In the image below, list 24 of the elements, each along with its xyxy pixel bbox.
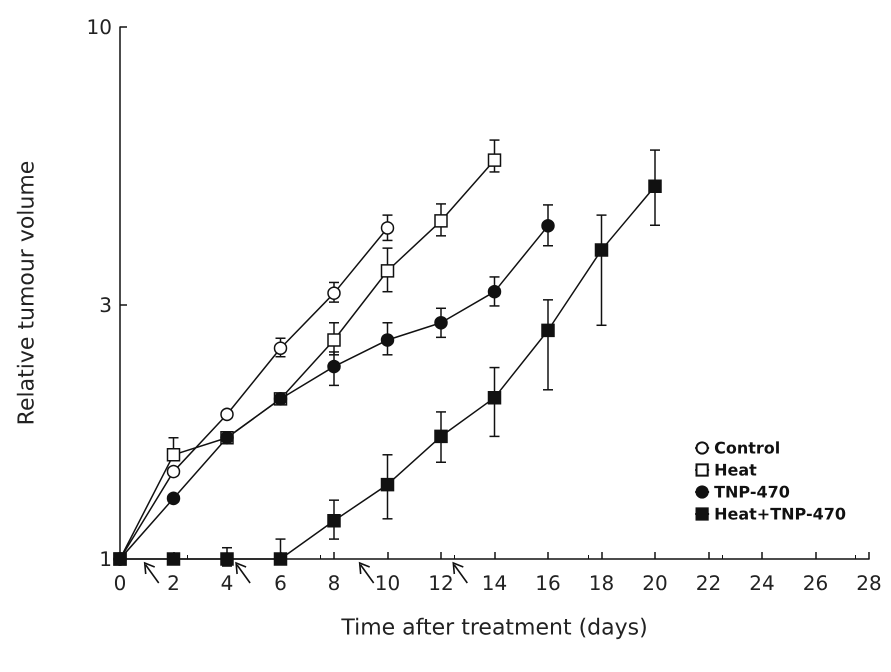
- y-tick-label: 3: [99, 293, 112, 318]
- x-tick-label: 14: [482, 571, 508, 595]
- x-tick-label: 18: [588, 571, 614, 595]
- x-tick-label: 20: [642, 571, 668, 595]
- x-tick-label: 16: [535, 571, 561, 595]
- y-axis-title: Relative tumour volume: [14, 160, 40, 426]
- legend-label: TNP-470: [714, 482, 790, 502]
- legend-label: Heat: [714, 460, 758, 480]
- x-tick-label: 6: [274, 571, 287, 595]
- x-tick-label: 8: [328, 571, 340, 595]
- x-tick-label: 4: [220, 571, 234, 595]
- y-tick-label: 10: [86, 15, 112, 39]
- x-tick-label: 2: [167, 571, 180, 595]
- x-tick-label: 24: [749, 571, 775, 595]
- x-tick-label: 22: [696, 571, 722, 595]
- x-tick-label: 28: [856, 571, 882, 595]
- y-tick-label: 1: [99, 547, 112, 571]
- legend-label: Heat+TNP-470: [714, 504, 846, 524]
- x-tick-label: 26: [802, 571, 828, 595]
- legend-label: Control: [714, 438, 780, 458]
- x-tick-label: 10: [374, 571, 400, 595]
- x-axis-title: Time after treatment (days): [340, 616, 648, 640]
- x-tick-label: 12: [428, 571, 454, 595]
- x-tick-label: 0: [114, 571, 126, 595]
